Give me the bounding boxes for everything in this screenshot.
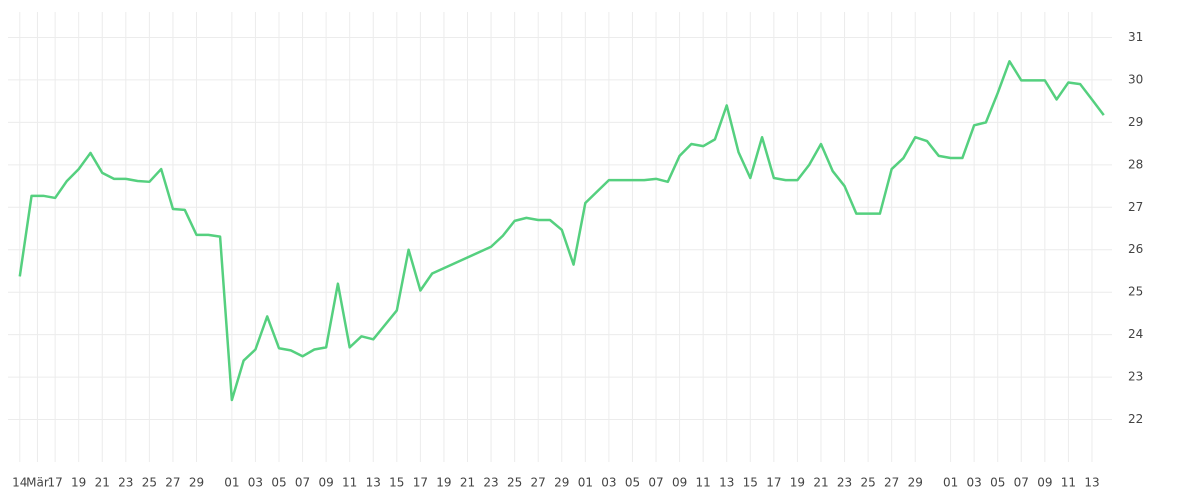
y-tick-label: 31 (1128, 30, 1143, 44)
x-tick-label: Mär (26, 476, 49, 490)
x-tick-label: 29 (189, 476, 204, 490)
y-tick-label: 29 (1128, 115, 1143, 129)
x-tick-label: 05 (625, 476, 640, 490)
x-tick-label: 21 (460, 476, 475, 490)
x-tick-label: 11 (696, 476, 711, 490)
x-tick-label: 07 (295, 476, 310, 490)
x-tick-label: 19 (790, 476, 805, 490)
x-tick-label: 17 (766, 476, 781, 490)
x-tick-label: 11 (342, 476, 357, 490)
y-tick-label: 22 (1128, 412, 1143, 426)
x-tick-label: 19 (436, 476, 451, 490)
y-tick-label: 26 (1128, 242, 1143, 256)
y-tick-label: 23 (1128, 370, 1143, 384)
y-tick-label: 25 (1128, 285, 1143, 299)
x-tick-label: 25 (142, 476, 157, 490)
y-tick-label: 28 (1128, 157, 1143, 171)
x-tick-label: 21 (95, 476, 110, 490)
x-tick-label: 15 (743, 476, 758, 490)
x-tick-label: 15 (389, 476, 404, 490)
x-tick-label: 27 (165, 476, 180, 490)
x-tick-label: 21 (813, 476, 828, 490)
x-tick-label: 11 (1061, 476, 1076, 490)
x-tick-label: 13 (719, 476, 734, 490)
x-tick-label: 09 (672, 476, 687, 490)
x-tick-label: 07 (648, 476, 663, 490)
y-tick-label: 30 (1128, 72, 1143, 86)
x-tick-label: 29 (908, 476, 923, 490)
x-tick-label: 23 (837, 476, 852, 490)
x-tick-label: 27 (531, 476, 546, 490)
x-tick-label: 05 (271, 476, 286, 490)
x-tick-label: 25 (507, 476, 522, 490)
y-tick-label: 27 (1128, 200, 1143, 214)
x-tick-label: 25 (860, 476, 875, 490)
x-tick-label: 01 (578, 476, 593, 490)
x-tick-label: 09 (318, 476, 333, 490)
x-tick-label: 01 (224, 476, 239, 490)
x-tick-label: 29 (554, 476, 569, 490)
x-tick-label: 17 (413, 476, 428, 490)
x-tick-label: 07 (1014, 476, 1029, 490)
x-tick-label: 23 (118, 476, 133, 490)
x-tick-label: 03 (248, 476, 263, 490)
x-tick-label: 13 (1084, 476, 1099, 490)
x-tick-label: 13 (366, 476, 381, 490)
x-tick-label: 14 (12, 476, 27, 490)
x-tick-label: 23 (483, 476, 498, 490)
x-tick-label: 09 (1037, 476, 1052, 490)
x-tick-label: 05 (990, 476, 1005, 490)
x-tick-label: 17 (47, 476, 62, 490)
x-tick-label: 03 (601, 476, 616, 490)
x-tick-label: 27 (884, 476, 899, 490)
x-tick-label: 01 (943, 476, 958, 490)
data-line (18, 59, 1105, 402)
x-tick-label: 03 (967, 476, 982, 490)
x-tick-label: 19 (71, 476, 86, 490)
y-tick-label: 24 (1128, 327, 1143, 341)
